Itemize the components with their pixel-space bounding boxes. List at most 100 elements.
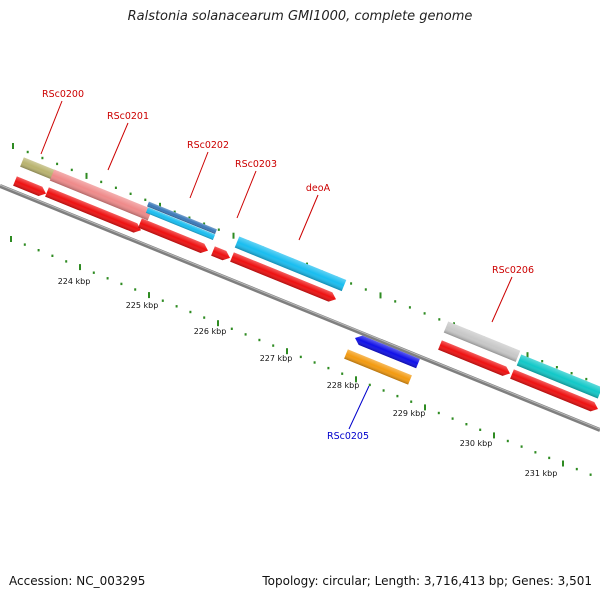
cds-arrow-rsc0206 (438, 340, 511, 376)
upper-minor-tick (350, 282, 353, 285)
upper-major-tick (12, 143, 14, 149)
upper-minor-tick (438, 318, 441, 321)
gene-label[interactable]: RSc0200 (42, 89, 84, 100)
scale-label: 230 kbp (460, 439, 493, 448)
gene-box-rsc0206 (443, 321, 521, 362)
upper-minor-tick (114, 186, 117, 189)
upper-minor-tick (541, 360, 544, 363)
lower-minor-tick (437, 411, 440, 415)
lower-minor-tick (175, 305, 178, 308)
lower-minor-tick (465, 423, 468, 426)
gene-label[interactable]: RSc0202 (187, 140, 229, 151)
gene-label[interactable]: RSc0206 (492, 265, 534, 276)
upper-minor-tick (41, 156, 44, 160)
accession-text: Accession: NC_003295 (9, 574, 146, 588)
lower-minor-tick (92, 271, 95, 274)
upper-minor-tick (56, 162, 59, 166)
genome-summary-text: Topology: circular; Length: 3,716,413 bp… (262, 574, 592, 588)
lower-minor-tick (37, 249, 40, 252)
lower-minor-tick (23, 243, 26, 246)
gene-box-rsc0200 (20, 157, 56, 180)
lower-minor-tick (520, 445, 523, 448)
cds-arrow-rsc0203 (211, 246, 231, 261)
upper-minor-tick (364, 288, 367, 291)
upper-minor-tick (26, 150, 29, 154)
upper-minor-tick (217, 228, 220, 231)
upper-major-tick (159, 202, 161, 209)
upper-minor-tick (129, 192, 132, 195)
scale-label: 226 kbp (194, 327, 227, 336)
upper-minor-tick (188, 216, 191, 219)
upper-minor-tick (423, 312, 426, 315)
gene-label[interactable]: RSc0205 (327, 431, 369, 442)
gene-box-rsc0205 (344, 349, 412, 385)
upper-major-tick (379, 292, 382, 299)
cds-arrow-rsc0207 (510, 369, 599, 412)
upper-minor-tick (70, 168, 73, 172)
gene-box-rsc0202-top (147, 201, 217, 234)
lower-minor-tick (327, 366, 330, 370)
lower-minor-tick (258, 338, 261, 342)
cds-arrow-rsc0205 (355, 335, 420, 369)
upper-minor-tick (144, 198, 147, 201)
lower-minor-tick (134, 288, 137, 291)
lower-minor-tick (299, 355, 302, 359)
upper-major-tick (85, 172, 88, 179)
lower-minor-tick (368, 383, 371, 387)
gene-label[interactable]: deoA (306, 183, 331, 194)
lower-minor-tick (506, 439, 509, 443)
upper-minor-tick (394, 300, 397, 303)
gene-box-rsc0207 (516, 354, 600, 399)
lower-tick-row (10, 236, 592, 476)
lower-minor-tick (313, 361, 316, 364)
scale-label: 227 kbp (260, 354, 293, 363)
cds-arrow-rsc0201 (45, 187, 142, 233)
lower-major-tick (562, 460, 564, 467)
lower-minor-tick (189, 310, 192, 314)
lower-minor-tick (382, 389, 385, 392)
leader-line (348, 385, 370, 430)
lower-minor-tick (451, 417, 454, 420)
scale-label: 228 kbp (327, 381, 360, 390)
leader-line (40, 100, 63, 155)
genome-title: Ralstonia solanacearum GMI1000, complete… (127, 9, 473, 24)
upper-minor-tick (570, 372, 573, 375)
lower-major-tick (148, 292, 150, 299)
lower-minor-tick (410, 400, 413, 403)
upper-major-tick (526, 352, 529, 359)
lower-minor-tick (589, 473, 592, 476)
scale-label: 225 kbp (126, 301, 159, 310)
lower-minor-tick (203, 316, 206, 319)
cds-arrow-rsc0202 (138, 218, 208, 254)
lower-minor-tick (341, 372, 344, 375)
lower-major-tick (493, 432, 495, 439)
lower-minor-tick (244, 333, 247, 336)
gene-labels: RSc0200 RSc0201 RSc0202 RSc0203 deoA RSc0206 R… (42, 89, 534, 442)
lower-minor-tick (230, 327, 233, 330)
scale-label: 229 kbp (393, 409, 426, 418)
gene-label[interactable]: RSc0203 (235, 159, 277, 170)
feature-track (13, 157, 600, 412)
lower-major-tick (10, 236, 12, 242)
lower-minor-tick (272, 344, 275, 347)
lower-minor-tick (120, 282, 123, 286)
gene-box-rsc0201 (49, 169, 153, 221)
lower-minor-tick (161, 299, 164, 302)
upper-major-tick (232, 232, 235, 239)
lower-minor-tick (534, 451, 537, 454)
scale-label: 231 kbp (525, 469, 558, 478)
leader-line (107, 122, 129, 171)
lower-minor-tick (575, 467, 578, 471)
lower-major-tick (79, 264, 81, 271)
upper-minor-tick (408, 306, 411, 309)
upper-minor-tick (173, 210, 176, 213)
gene-box-rsc0202-bottom (145, 207, 216, 241)
gene-box-deoa (234, 236, 347, 292)
leader-line (491, 276, 513, 323)
lower-major-tick (424, 404, 426, 411)
gene-label[interactable]: RSc0201 (107, 111, 149, 122)
upper-minor-tick (100, 180, 103, 184)
genome-backbone (0, 184, 600, 432)
cds-arrow-rsc0200 (13, 176, 46, 196)
lower-minor-tick (548, 456, 551, 460)
